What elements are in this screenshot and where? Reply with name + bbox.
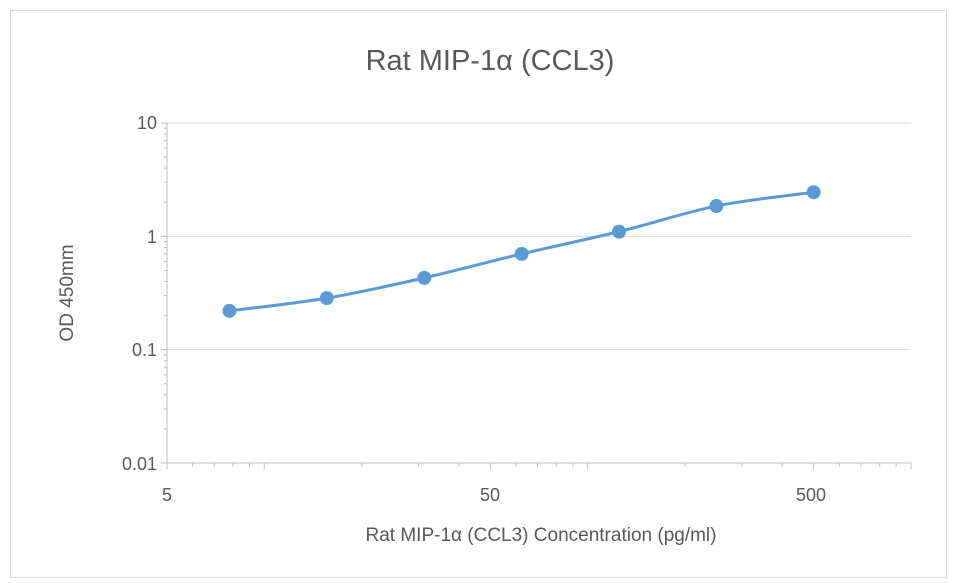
data-point <box>222 303 237 318</box>
y-tick-labels: 10 1 0.1 0.01 <box>122 113 157 474</box>
y-tick-label: 0.1 <box>132 340 157 360</box>
chart-area: Rat MIP-1α (CCL3) 10 1 0.1 0.01 5 50 500… <box>10 10 947 578</box>
x-axis-label: Rat MIP-1α (CCL3) Concentration (pg/ml) <box>366 525 717 546</box>
data-point <box>806 185 821 200</box>
x-tick-label: 50 <box>480 485 500 505</box>
chart-svg: Rat MIP-1α (CCL3) 10 1 0.1 0.01 5 50 500… <box>57 45 912 546</box>
series-layer <box>222 185 821 318</box>
x-tick-labels: 5 50 500 <box>162 485 826 505</box>
data-point <box>709 199 724 214</box>
y-tick-label: 0.01 <box>122 454 157 474</box>
data-point <box>612 224 627 239</box>
y-axis-label: OD 450mm <box>57 244 78 341</box>
axes <box>161 122 912 469</box>
x-tick-label: 500 <box>796 485 826 505</box>
chart-title: Rat MIP-1α (CCL3) <box>366 45 615 77</box>
y-tick-label: 10 <box>137 113 157 133</box>
data-point <box>514 246 529 261</box>
y-tick-label: 1 <box>147 227 157 247</box>
gridlines <box>167 122 911 351</box>
x-tick-label: 5 <box>162 485 172 505</box>
data-point <box>319 291 334 306</box>
data-point <box>417 270 432 285</box>
